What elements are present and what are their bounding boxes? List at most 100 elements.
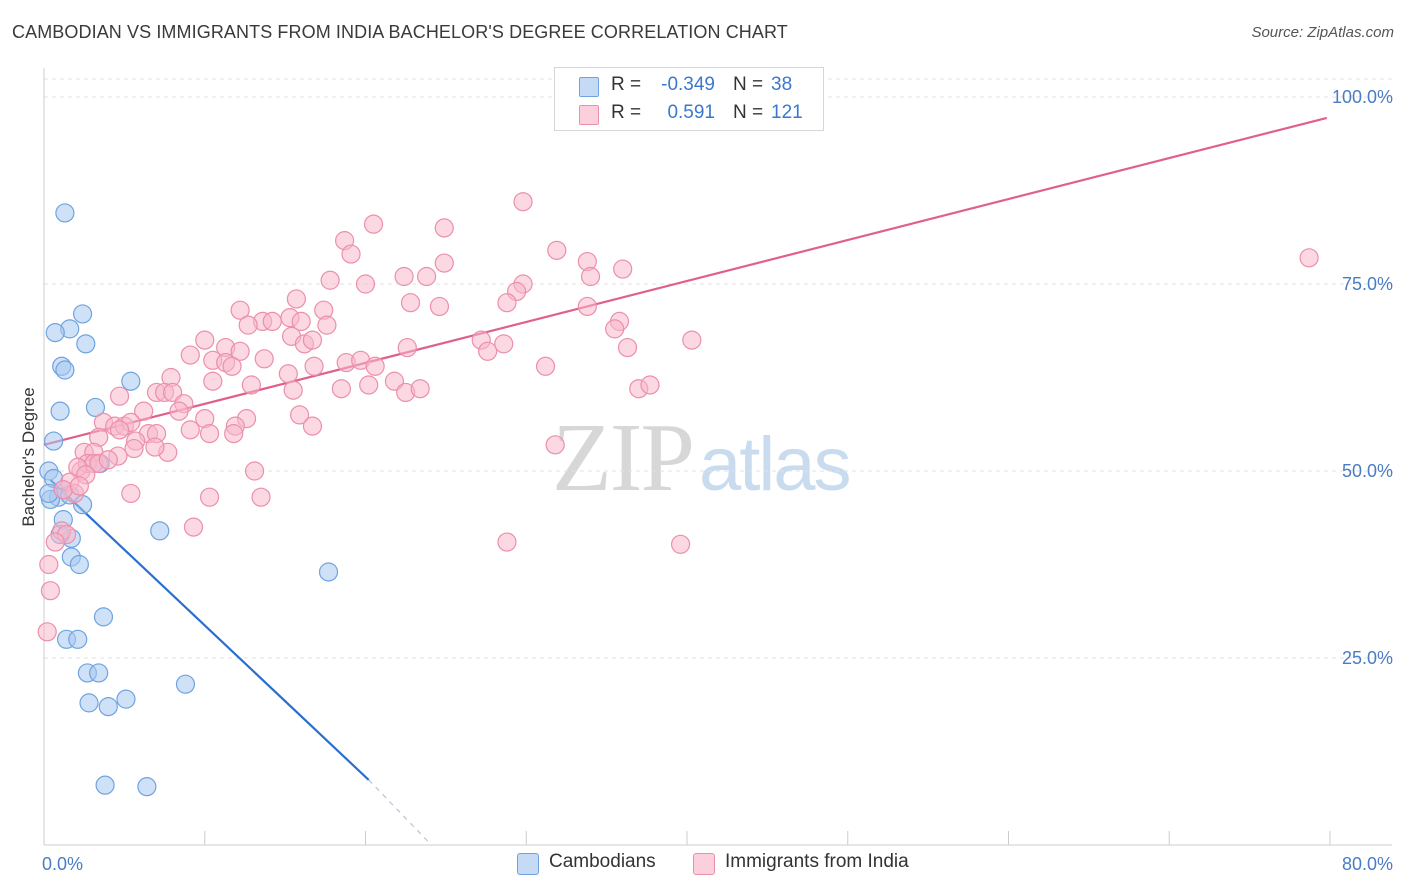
y-tick-label: 50.0%	[1342, 461, 1393, 481]
point-india	[134, 401, 154, 421]
point-india	[320, 270, 340, 290]
point-india	[682, 330, 702, 350]
point-cambodians	[79, 693, 99, 713]
point-cambodians	[93, 607, 114, 627]
point-india	[244, 461, 265, 481]
point-cambodians	[318, 562, 339, 582]
point-india	[199, 424, 220, 444]
axis-labels: 25.0% 50.0% 75.0% 100.0% 0.0% 80.0% Bachelor's…	[19, 87, 1393, 874]
watermark: ZIPatlas	[552, 400, 852, 514]
stats-swatch-india	[579, 105, 599, 125]
point-cambodians	[72, 304, 93, 324]
trend-line-cambodians	[49, 479, 370, 781]
point-india	[640, 375, 660, 395]
point-cambodians	[121, 371, 141, 391]
x-tick-label: 80.0%	[1342, 854, 1393, 874]
stats-n-value: 38	[771, 74, 793, 95]
point-india	[302, 330, 323, 350]
point-india	[180, 420, 200, 440]
trend-line-india	[43, 116, 1328, 446]
stats-r-value: -0.349	[661, 74, 715, 95]
legend-label-cambodians: Cambodians	[549, 851, 656, 872]
point-india	[180, 345, 200, 365]
point-india	[365, 356, 385, 376]
point-india	[513, 192, 533, 212]
point-india	[478, 341, 498, 361]
point-cambodians	[55, 360, 75, 380]
point-india	[53, 480, 73, 500]
axes	[43, 68, 1392, 846]
point-cambodians	[175, 674, 196, 694]
point-india	[304, 356, 324, 376]
point-india	[283, 380, 303, 400]
point-cambodians	[50, 401, 70, 421]
legend-item-india[interactable]: Immigrants from India	[693, 851, 953, 877]
point-india	[230, 300, 250, 320]
point-india	[497, 532, 517, 552]
stats-row-india: R = 0.591 N = 121	[555, 102, 823, 128]
point-india	[286, 289, 306, 309]
point-india	[40, 581, 61, 601]
point-india	[109, 386, 130, 406]
point-india	[121, 483, 141, 504]
point-india	[397, 337, 417, 358]
point-india	[434, 253, 454, 273]
point-india	[39, 554, 59, 575]
point-cambodians	[89, 663, 109, 683]
y-axis-title: Bachelor's Degree	[19, 387, 38, 526]
point-india	[302, 416, 323, 436]
point-india	[124, 438, 144, 459]
point-india	[222, 356, 242, 376]
point-india	[254, 349, 274, 369]
point-india	[359, 375, 379, 395]
point-india	[670, 534, 691, 554]
y-tick-label: 75.0%	[1342, 274, 1393, 294]
point-cambodians	[76, 334, 96, 354]
point-india	[145, 437, 165, 457]
point-india	[199, 487, 220, 507]
point-india	[224, 424, 244, 444]
point-india	[494, 334, 514, 354]
point-india	[341, 244, 361, 264]
point-india	[580, 266, 601, 287]
series-india	[37, 192, 1319, 642]
stats-n-label: N =	[733, 102, 764, 123]
legend-swatch-india	[693, 853, 715, 875]
point-india	[203, 371, 223, 391]
legend-item-cambodians[interactable]: Cambodians	[517, 851, 687, 877]
point-india	[355, 274, 376, 294]
point-india	[289, 405, 310, 425]
point-cambodians	[116, 689, 136, 709]
point-india	[109, 420, 130, 440]
point-cambodians	[98, 697, 118, 717]
point-india	[331, 379, 351, 399]
correlation-stats-box: R = -0.349 N = 38 R = 0.591 N = 121	[554, 67, 824, 131]
point-india	[262, 311, 282, 331]
chart-title: CAMBODIAN VS IMMIGRANTS FROM INDIA BACHE…	[12, 22, 788, 42]
data-points	[37, 192, 1319, 797]
point-india	[547, 240, 567, 260]
point-india	[169, 401, 189, 421]
stats-r-label: R =	[611, 102, 642, 123]
point-india	[577, 296, 597, 317]
point-cambodians	[85, 397, 106, 418]
point-india	[416, 266, 437, 287]
y-tick-label: 25.0%	[1342, 648, 1393, 668]
legend-label-india: Immigrants from India	[725, 851, 909, 872]
point-india	[394, 266, 414, 287]
watermark-atlas: atlas	[699, 422, 852, 507]
point-india	[37, 622, 57, 642]
point-india	[278, 364, 298, 384]
chart-legend: Cambodians Immigrants from India	[0, 851, 1406, 879]
point-india	[429, 296, 450, 317]
point-cambodians	[55, 203, 75, 223]
point-india	[238, 315, 258, 335]
point-india	[291, 311, 311, 331]
point-india	[545, 435, 565, 455]
legend-swatch-cambodians	[517, 853, 539, 875]
y-tick-label: 100.0%	[1332, 87, 1393, 107]
stats-r-label: R =	[611, 74, 642, 95]
point-india	[69, 476, 89, 496]
watermark-zip: ZIP	[552, 404, 695, 512]
